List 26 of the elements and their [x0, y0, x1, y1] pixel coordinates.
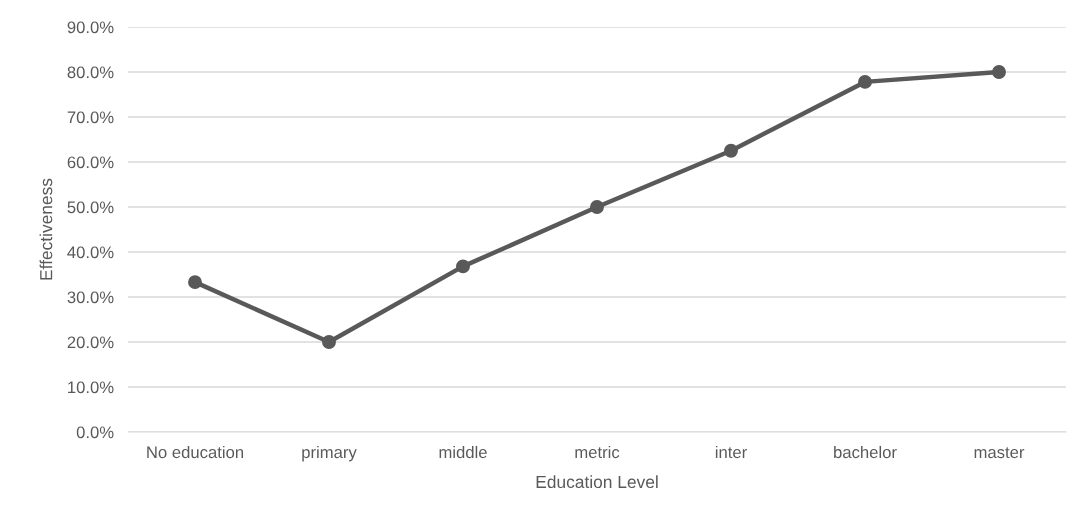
y-tick-label: 50.0% [67, 201, 114, 214]
point [590, 200, 604, 214]
y-tick-label: 90.0% [67, 21, 114, 34]
x-tick-label: inter [715, 445, 747, 459]
y-tick-label: 30.0% [67, 291, 114, 304]
y-tick-label: 40.0% [67, 246, 114, 259]
point [456, 259, 470, 274]
x-tick-label: primary [302, 445, 357, 462]
y-tick-label: 70.0% [67, 111, 114, 124]
point [188, 275, 202, 290]
x-tick-label: No education [147, 445, 244, 459]
y-axis-title: Effectiveness [39, 178, 53, 280]
point [724, 143, 738, 158]
y-tick-label: 10.0% [68, 381, 114, 394]
point [992, 65, 1006, 79]
x-tick-label: master [974, 447, 1025, 459]
x-axis-title: Education Level [536, 475, 658, 489]
x-tick-label: middle [439, 445, 487, 459]
point [322, 335, 336, 349]
y-tick-label: 20.0% [67, 336, 114, 349]
y-tick-label: 80.0% [67, 66, 114, 79]
y-tick-label: 60.0% [67, 156, 114, 169]
y-tick-label: 0.0% [76, 426, 114, 439]
x-tick-label: bachelor [834, 445, 897, 459]
point [858, 74, 872, 89]
x-tick-label: metric [575, 445, 620, 459]
